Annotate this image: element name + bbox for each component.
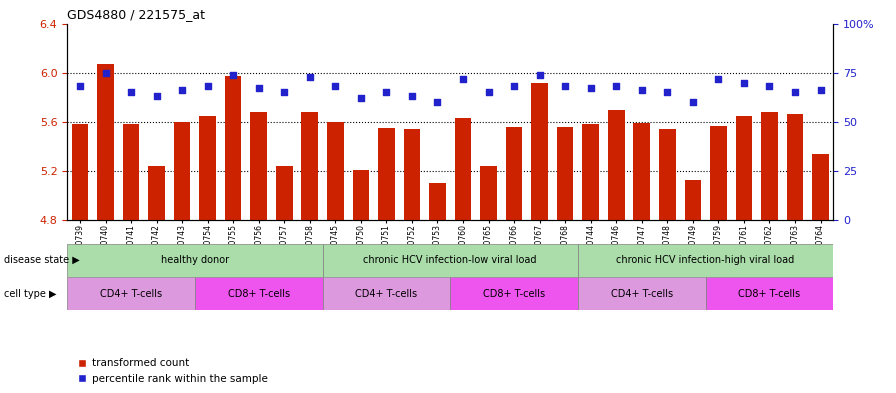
Bar bbox=[531, 83, 548, 220]
Bar bbox=[659, 129, 676, 220]
Point bbox=[507, 83, 521, 90]
Text: CD8+ T-cells: CD8+ T-cells bbox=[228, 289, 289, 299]
Point bbox=[252, 85, 266, 92]
Point bbox=[405, 93, 419, 99]
Bar bbox=[505, 127, 522, 220]
Text: CD4+ T-cells: CD4+ T-cells bbox=[611, 289, 673, 299]
Point bbox=[354, 95, 368, 101]
Text: chronic HCV infection-low viral load: chronic HCV infection-low viral load bbox=[364, 255, 537, 265]
Bar bbox=[323, 277, 450, 310]
Point bbox=[788, 89, 802, 95]
Bar bbox=[578, 244, 833, 277]
Bar bbox=[72, 124, 89, 220]
Legend: transformed count, percentile rank within the sample: transformed count, percentile rank withi… bbox=[73, 354, 272, 388]
Text: chronic HCV infection-high viral load: chronic HCV infection-high viral load bbox=[616, 255, 795, 265]
Bar bbox=[454, 118, 471, 220]
Point bbox=[762, 83, 777, 90]
Point bbox=[379, 89, 393, 95]
Point bbox=[583, 85, 598, 92]
Bar bbox=[148, 166, 165, 220]
Text: healthy donor: healthy donor bbox=[160, 255, 229, 265]
Bar bbox=[323, 244, 578, 277]
Bar bbox=[710, 125, 727, 220]
Bar bbox=[556, 127, 573, 220]
Text: GDS4880 / 221575_at: GDS4880 / 221575_at bbox=[67, 8, 205, 21]
Bar bbox=[706, 277, 833, 310]
Bar bbox=[633, 123, 650, 220]
Bar bbox=[480, 166, 497, 220]
Bar bbox=[225, 76, 242, 220]
Point bbox=[814, 87, 828, 94]
Point bbox=[430, 99, 444, 105]
Text: cell type ▶: cell type ▶ bbox=[4, 288, 57, 299]
Point bbox=[558, 83, 573, 90]
Bar bbox=[194, 277, 323, 310]
Point bbox=[175, 87, 189, 94]
Text: CD4+ T-cells: CD4+ T-cells bbox=[100, 289, 162, 299]
Bar bbox=[67, 244, 323, 277]
Bar bbox=[67, 277, 194, 310]
Text: disease state ▶: disease state ▶ bbox=[4, 255, 81, 265]
Point bbox=[99, 70, 113, 76]
Point bbox=[277, 89, 291, 95]
Text: CD8+ T-cells: CD8+ T-cells bbox=[738, 289, 800, 299]
Point bbox=[685, 99, 700, 105]
Bar bbox=[761, 112, 778, 220]
Point bbox=[328, 83, 342, 90]
Bar bbox=[97, 64, 114, 220]
Bar bbox=[812, 154, 829, 220]
Text: CD4+ T-cells: CD4+ T-cells bbox=[356, 289, 418, 299]
Point bbox=[226, 72, 240, 78]
Text: CD8+ T-cells: CD8+ T-cells bbox=[483, 289, 545, 299]
Point bbox=[609, 83, 624, 90]
Bar bbox=[403, 129, 420, 220]
Point bbox=[634, 87, 649, 94]
Point bbox=[737, 79, 751, 86]
Bar bbox=[327, 122, 344, 220]
Bar bbox=[607, 110, 625, 220]
Bar bbox=[276, 166, 293, 220]
Bar bbox=[352, 170, 369, 220]
Bar bbox=[250, 112, 267, 220]
Bar bbox=[301, 112, 318, 220]
Point bbox=[532, 72, 547, 78]
Bar bbox=[582, 124, 599, 220]
Bar bbox=[199, 116, 216, 220]
Point bbox=[150, 93, 164, 99]
Bar bbox=[736, 116, 753, 220]
Bar bbox=[685, 180, 702, 220]
Point bbox=[303, 73, 317, 80]
Point bbox=[73, 83, 87, 90]
Bar bbox=[174, 122, 191, 220]
Point bbox=[456, 75, 470, 82]
Bar bbox=[451, 277, 578, 310]
Point bbox=[124, 89, 138, 95]
Point bbox=[711, 75, 726, 82]
Point bbox=[481, 89, 495, 95]
Bar bbox=[123, 124, 140, 220]
Bar bbox=[429, 183, 446, 220]
Point bbox=[201, 83, 215, 90]
Bar bbox=[378, 128, 395, 220]
Bar bbox=[578, 277, 705, 310]
Bar bbox=[787, 114, 804, 220]
Point bbox=[660, 89, 675, 95]
